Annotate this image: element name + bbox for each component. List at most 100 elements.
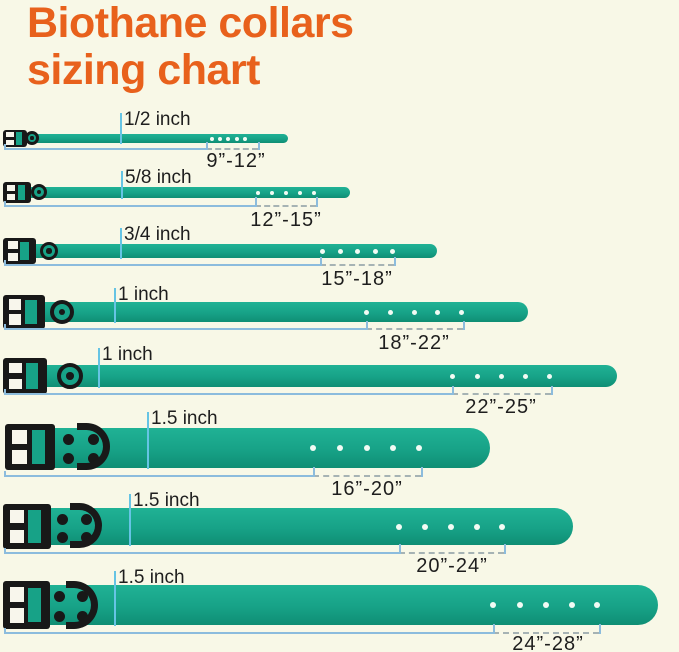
collar-strap <box>3 244 437 258</box>
bracket-line <box>4 205 255 207</box>
bracket-dashed-line <box>399 552 504 554</box>
width-measure-line <box>114 571 116 626</box>
collar-buckle <box>3 130 27 147</box>
collar-buckle <box>3 358 47 394</box>
width-measure-line <box>120 113 122 144</box>
bracket-end-tick <box>421 467 423 477</box>
bracket-dashed-line <box>452 393 551 395</box>
collar-hole <box>594 602 600 608</box>
bracket-left-tick <box>4 389 6 394</box>
collar-width-label: 1.5 inch <box>151 408 218 429</box>
collar-hole <box>522 373 528 379</box>
buckle-slot-bottom <box>6 193 16 201</box>
width-measure-line <box>129 494 131 546</box>
collar-ring <box>40 242 58 260</box>
collar-buckle <box>3 295 45 329</box>
bracket-start-tick <box>320 257 322 266</box>
bracket-start-tick <box>366 321 368 330</box>
collar-ring <box>50 300 74 324</box>
bracket-left-tick <box>4 324 6 329</box>
size-range-label: 12”-15” <box>250 209 322 231</box>
bracket-start-tick <box>399 544 401 554</box>
buckle-prong <box>26 363 39 389</box>
bracket-left-tick <box>4 144 6 149</box>
buckle-slot-bottom <box>7 252 18 261</box>
buckle-slot-top <box>6 132 14 138</box>
buckle-slot-top <box>9 587 24 602</box>
size-range-label: 9”-12” <box>206 150 266 172</box>
collar-hole <box>458 309 464 315</box>
collar-hole <box>499 523 505 530</box>
buckle-prong <box>15 132 23 145</box>
buckle-slot-bottom <box>12 450 27 465</box>
collar-buckle <box>3 504 51 549</box>
buckle-slot-top <box>8 299 22 310</box>
size-range-label: 24”-28” <box>512 633 584 652</box>
bracket-left-tick <box>4 471 6 476</box>
buckle-slot-top <box>12 429 27 444</box>
width-measure-line <box>147 412 149 469</box>
collar-hole <box>218 136 222 141</box>
bracket-start-tick <box>313 467 315 477</box>
bracket-line <box>4 148 206 150</box>
collar-hole <box>312 190 316 195</box>
collar-hole <box>363 309 369 315</box>
collar-width-label: 3/4 inch <box>124 224 191 245</box>
collar-strap <box>3 302 528 322</box>
bracket-dashed-line <box>255 205 316 207</box>
buckle-slot-top <box>6 184 16 192</box>
collar-d-ring <box>66 581 98 629</box>
collar-hole <box>434 309 440 315</box>
bracket-left-tick <box>4 548 6 553</box>
buckle-prong <box>17 184 26 201</box>
collar-hole <box>337 445 343 451</box>
buckle-rivet <box>62 452 74 464</box>
buckle-prong <box>31 430 45 464</box>
collar-hole <box>546 373 552 379</box>
collar-hole <box>411 309 417 315</box>
buckle-rivet <box>56 531 68 543</box>
width-measure-line <box>120 228 122 259</box>
buckle-slot-bottom <box>9 608 24 623</box>
buckle-slot-top <box>9 362 23 374</box>
bracket-line <box>4 475 313 477</box>
collar-hole <box>372 248 378 254</box>
collar-strap <box>3 585 658 625</box>
collar-ring <box>31 184 47 200</box>
collar-d-ring <box>77 423 110 470</box>
collar-hole <box>416 445 422 451</box>
collar-ring <box>57 363 83 389</box>
buckle-rivet <box>56 513 68 525</box>
bracket-start-tick <box>452 386 454 395</box>
page-title-line2: sizing chart <box>27 46 260 94</box>
bracket-start-tick <box>255 197 257 207</box>
buckle-rivet <box>62 433 74 445</box>
collar-hole <box>256 190 260 195</box>
collar-hole <box>448 523 454 530</box>
collar-width-label: 1/2 inch <box>124 109 191 130</box>
bracket-line <box>4 328 366 330</box>
bracket-left-tick <box>4 201 6 206</box>
collar-hole <box>319 248 325 254</box>
width-measure-line <box>98 348 100 388</box>
collar-hole <box>235 136 239 141</box>
bracket-line <box>4 632 493 634</box>
bracket-dashed-line <box>320 264 394 266</box>
buckle-rivet <box>53 610 65 622</box>
collar-hole <box>243 136 247 141</box>
collar-hole <box>422 523 428 530</box>
collar-width-label: 1 inch <box>118 284 169 305</box>
bracket-dashed-line <box>493 632 599 634</box>
collar-hole <box>474 523 480 530</box>
size-range-label: 18”-22” <box>378 332 450 354</box>
collar-width-label: 1 inch <box>102 344 153 365</box>
buckle-prong <box>25 299 37 325</box>
collar-buckle <box>3 581 50 629</box>
bracket-dashed-line <box>313 475 421 477</box>
bracket-line <box>4 552 399 554</box>
bracket-end-tick <box>394 257 396 266</box>
buckle-prong <box>27 587 41 623</box>
size-range-label: 16”-20” <box>331 478 403 500</box>
collar-d-ring <box>70 503 102 548</box>
